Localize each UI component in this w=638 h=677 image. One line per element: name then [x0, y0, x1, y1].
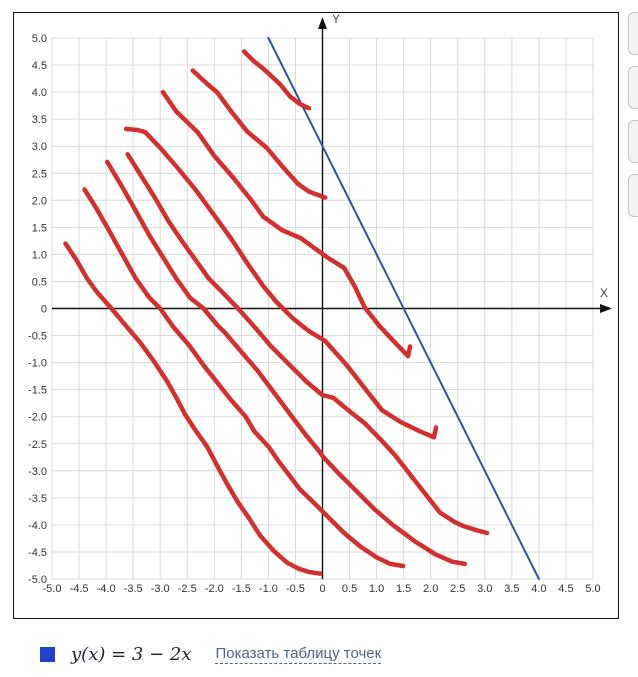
x-tick-label: 4.5	[558, 583, 573, 595]
x-tick-label: 5.0	[585, 583, 600, 595]
y-tick-label: 5.0	[32, 33, 47, 45]
x-tick-label: -3.0	[151, 583, 170, 595]
freehand-stroke-2	[190, 68, 328, 200]
y-tick-label: -1.5	[28, 385, 47, 397]
freehand-stroke-6	[104, 159, 468, 567]
freehand-stroke-5	[125, 152, 490, 536]
x-axis-label: X	[600, 286, 608, 300]
x-tick-label: -0.5	[286, 583, 305, 595]
y-tick-label: -5.0	[28, 574, 47, 586]
y-tick-label: -2.5	[28, 439, 47, 451]
x-tick-label: 3.5	[504, 583, 519, 595]
x-tick-label: -2.0	[205, 583, 224, 595]
x-tick-label: 0.5	[342, 583, 357, 595]
y-tick-label: -4.5	[28, 547, 47, 559]
x-tick-label: -1.5	[232, 583, 251, 595]
plot-frame	[13, 12, 619, 619]
side-toolbar	[628, 12, 638, 228]
x-axis-arrow	[600, 304, 612, 313]
show-points-table-link[interactable]: Показать таблицу точек	[215, 644, 382, 664]
y-tick-label: 2.5	[32, 168, 47, 180]
y-tick-label: 4.0	[32, 87, 47, 99]
y-tick-label: 0	[41, 304, 47, 316]
x-tick-label: -1.0	[259, 583, 278, 595]
function-equation-label: y(x) = 3 − 2x	[71, 643, 192, 665]
y-tick-label: 1.5	[32, 222, 47, 234]
y-axis-label: Y	[332, 12, 340, 26]
y-tick-label: -1.0	[28, 358, 47, 370]
side-button-cropped[interactable]	[628, 66, 638, 109]
y-tick-label: -3.5	[28, 493, 47, 505]
freehand-stroke-8	[63, 241, 323, 576]
y-tick-label: 0.5	[32, 276, 47, 288]
legend-row: y(x) = 3 − 2x Показать таблицу точек	[40, 643, 382, 665]
x-tick-label: -2.5	[178, 583, 197, 595]
graph-canvas[interactable]: X Y -5.0 -4.5 -4.0 -3.5 -3.0 -2.5 -2.0 -1.5 -1.0 -0…	[0, 0, 638, 630]
freehand-stroke-4	[123, 126, 439, 440]
x-tick-label: 3.0	[477, 583, 492, 595]
x-tick-label: 1.5	[396, 583, 411, 595]
y-axis-arrow	[318, 17, 327, 29]
y-tick-label: 1.0	[32, 249, 47, 261]
x-tick-label: 1.0	[369, 583, 384, 595]
y-tick-label: 3.0	[32, 141, 47, 153]
y-tick-label: -3.0	[28, 466, 47, 478]
side-button-cropped[interactable]	[628, 174, 638, 217]
y-tick-label: -2.0	[28, 412, 47, 424]
x-tick-label: 0	[319, 583, 325, 595]
freehand-stroke-1	[241, 49, 312, 111]
x-tick-label: 2.5	[450, 583, 465, 595]
y-tick-label: 2.0	[32, 195, 47, 207]
x-tick-label: -3.5	[124, 583, 143, 595]
y-tick-label: 4.5	[32, 60, 47, 72]
freehand-stroke-7	[82, 187, 406, 569]
x-tick-label: -4.0	[97, 583, 116, 595]
side-button-cropped[interactable]	[628, 120, 638, 163]
x-tick-label: -4.5	[70, 583, 89, 595]
x-tick-label: 2.0	[423, 583, 438, 595]
y-tick-label: -4.0	[28, 520, 47, 532]
function-line	[267, 37, 540, 580]
x-tick-label: 4.0	[531, 583, 546, 595]
side-button-cropped[interactable]	[628, 12, 638, 55]
y-tick-label: -0.5	[28, 331, 47, 343]
y-tick-label: 3.5	[32, 114, 47, 126]
legend-swatch	[40, 646, 55, 662]
x-tick-label: -5.0	[43, 583, 62, 595]
freehand-stroke-3	[160, 89, 413, 359]
